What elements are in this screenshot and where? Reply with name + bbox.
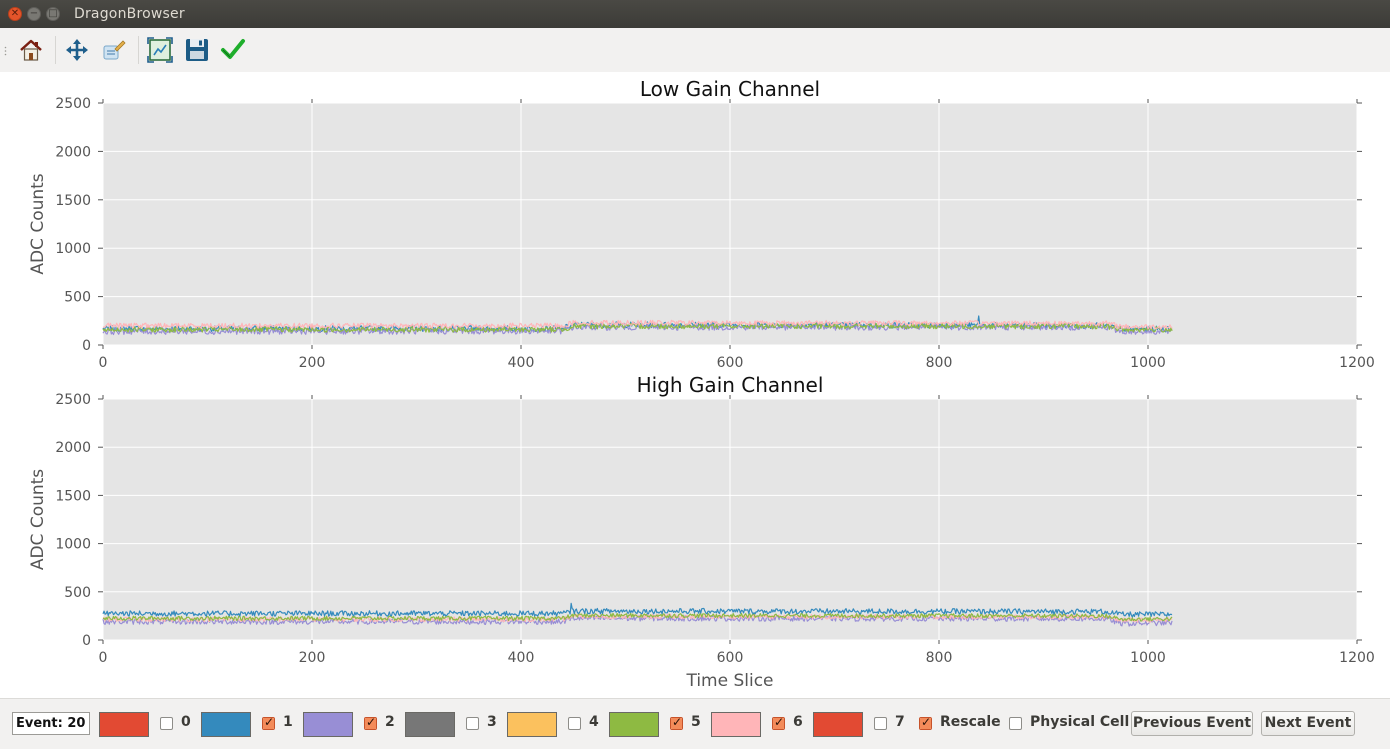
home-button[interactable] bbox=[17, 36, 45, 64]
x-tick-label: 400 bbox=[508, 650, 535, 666]
y-axis-label: ADC Counts bbox=[28, 173, 48, 274]
apply-button[interactable] bbox=[219, 36, 247, 64]
channel-3-label: 3 bbox=[487, 714, 497, 730]
x-tick-label: 1000 bbox=[1130, 355, 1166, 371]
event-number-field[interactable]: Event: 20 bbox=[12, 712, 90, 735]
channel-0-checkbox[interactable] bbox=[160, 717, 173, 730]
x-tick-label: 800 bbox=[926, 650, 953, 666]
channel-0-color[interactable] bbox=[99, 712, 149, 737]
rescale-checkbox[interactable]: ✓ bbox=[919, 715, 932, 730]
rescale-label: Rescale bbox=[940, 714, 1001, 730]
channel-3-color[interactable] bbox=[405, 712, 455, 737]
toolbar-separator bbox=[138, 36, 139, 64]
chart-title: High Gain Channel bbox=[637, 373, 824, 397]
window-close-button[interactable]: ✕ bbox=[8, 7, 22, 21]
y-tick-label: 2500 bbox=[55, 96, 91, 112]
close-icon: ✕ bbox=[10, 8, 20, 19]
y-tick-label: 500 bbox=[64, 585, 91, 601]
move-icon bbox=[66, 39, 88, 61]
series-line-channel-5 bbox=[102, 322, 1173, 333]
y-tick-label: 1000 bbox=[55, 241, 91, 257]
toolbar-grip[interactable] bbox=[4, 46, 7, 56]
plots-canvas[interactable]: 0 200 400 600 800 1000 12000500100015002000250… bbox=[0, 72, 1390, 698]
x-tick-label: 200 bbox=[299, 650, 326, 666]
save-button[interactable] bbox=[183, 36, 211, 64]
window-titlebar: ✕ − □ DragonBrowser bbox=[0, 0, 1390, 28]
x-tick-label: 200 bbox=[299, 355, 326, 371]
home-icon bbox=[20, 39, 42, 61]
y-axis-label: ADC Counts bbox=[28, 469, 48, 570]
y-tick-label: 2500 bbox=[55, 392, 91, 408]
toolbar-separator bbox=[55, 36, 56, 64]
x-tick-label: 1200 bbox=[1339, 650, 1375, 666]
series-line-channel-5 bbox=[102, 612, 1173, 622]
channel-3-checkbox[interactable] bbox=[466, 717, 479, 730]
channel-6-color[interactable] bbox=[711, 712, 761, 737]
window-title: DragonBrowser bbox=[74, 6, 185, 22]
maximize-icon: □ bbox=[48, 8, 58, 19]
channel-2-color[interactable] bbox=[303, 712, 353, 737]
y-tick-label: 0 bbox=[82, 338, 91, 354]
controls-bar: Event: 20 0 ✓ 1 ✓ 2 3 4 ✓ 5 ✓ 6 7 ✓ Resc… bbox=[0, 698, 1390, 749]
x-tick-label: 400 bbox=[508, 355, 535, 371]
y-tick-label: 2000 bbox=[55, 144, 91, 160]
y-tick-label: 1500 bbox=[55, 193, 91, 209]
channel-5-color[interactable] bbox=[609, 712, 659, 737]
channel-5-checkbox[interactable]: ✓ bbox=[670, 715, 683, 730]
channel-4-checkbox[interactable] bbox=[568, 717, 581, 730]
channel-2-checkbox[interactable]: ✓ bbox=[364, 715, 377, 730]
channel-7-checkbox[interactable] bbox=[874, 717, 887, 730]
x-tick-label: 600 bbox=[717, 650, 744, 666]
y-tick-label: 1000 bbox=[55, 537, 91, 553]
channel-5-label: 5 bbox=[691, 714, 701, 730]
zoom-fit-button[interactable] bbox=[146, 36, 174, 64]
chart-title: Low Gain Channel bbox=[640, 77, 820, 101]
x-tick-label: 1000 bbox=[1130, 650, 1166, 666]
x-tick-label: 1200 bbox=[1339, 355, 1375, 371]
plot-figure[interactable]: 0 200 400 600 800 1000 1200 0 500 1000 1500 2000 250… bbox=[0, 72, 1390, 698]
x-tick-label: 800 bbox=[926, 355, 953, 371]
channel-1-label: 1 bbox=[283, 714, 293, 730]
x-tick-label: 0 bbox=[99, 355, 108, 371]
channel-4-color[interactable] bbox=[507, 712, 557, 737]
window-maximize-button[interactable]: □ bbox=[46, 7, 60, 21]
chart-1: 0 200 400 600 800 1000 1200 0 500 1000 1500 2000 250… bbox=[28, 373, 1375, 691]
x-tick-label: 0 bbox=[99, 650, 108, 666]
configure-icon bbox=[103, 40, 126, 60]
save-icon bbox=[186, 39, 208, 61]
pan-button[interactable] bbox=[63, 36, 91, 64]
channel-2-label: 2 bbox=[385, 714, 395, 730]
zoom-fit-icon bbox=[147, 37, 173, 63]
next-event-button[interactable]: Next Event bbox=[1261, 711, 1355, 736]
window-minimize-button[interactable]: − bbox=[27, 7, 41, 21]
channel-4-label: 4 bbox=[589, 714, 599, 730]
channel-0-label: 0 bbox=[181, 714, 191, 730]
physical-cell-label: Physical Cell bbox=[1030, 714, 1130, 730]
channel-6-label: 6 bbox=[793, 714, 803, 730]
chart-0: 0 200 400 600 800 1000 1200 0 500 1000 1500 2000 250… bbox=[28, 77, 1375, 371]
minimize-icon: − bbox=[29, 8, 39, 19]
physical-cell-checkbox[interactable] bbox=[1009, 717, 1022, 730]
y-tick-label: 0 bbox=[82, 633, 91, 649]
channel-7-label: 7 bbox=[895, 714, 905, 730]
channel-1-color[interactable] bbox=[201, 712, 251, 737]
toolbar bbox=[0, 28, 1390, 73]
check-icon bbox=[221, 39, 245, 59]
series-line-channel-1 bbox=[102, 602, 1173, 618]
previous-event-button[interactable]: Previous Event bbox=[1131, 711, 1253, 736]
y-tick-label: 500 bbox=[64, 290, 91, 306]
series-line-channel-6 bbox=[102, 319, 1173, 330]
y-tick-label: 1500 bbox=[55, 488, 91, 504]
channel-1-checkbox[interactable]: ✓ bbox=[262, 715, 275, 730]
channel-6-checkbox[interactable]: ✓ bbox=[772, 715, 785, 730]
y-tick-label: 2000 bbox=[55, 440, 91, 456]
configure-button[interactable] bbox=[100, 36, 128, 64]
x-tick-label: 600 bbox=[717, 355, 744, 371]
x-axis-label: Time Slice bbox=[685, 671, 773, 691]
channel-7-color[interactable] bbox=[813, 712, 863, 737]
